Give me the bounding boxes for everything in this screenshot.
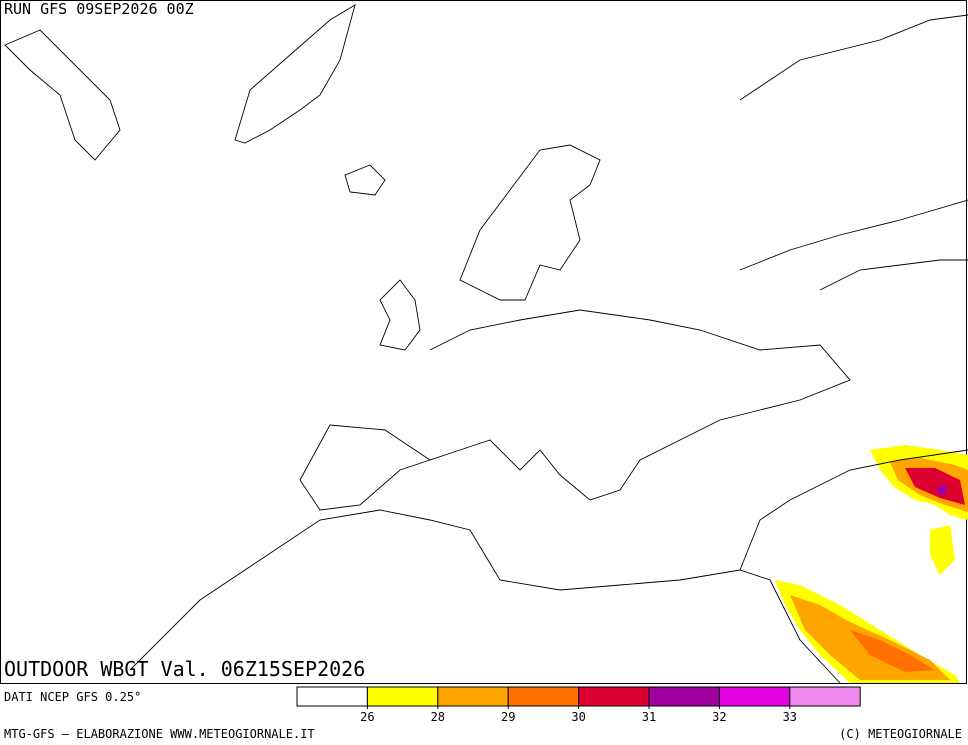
scale-box bbox=[718, 686, 791, 707]
copyright-label: (C) METEOGIORNALE bbox=[839, 727, 962, 741]
color-scale: 26 28 29 30 31 32 33 bbox=[296, 686, 861, 724]
scale-box bbox=[296, 686, 368, 707]
source-label: DATI NCEP GFS 0.25° bbox=[4, 690, 141, 704]
scale-label: 26 bbox=[360, 710, 374, 724]
scale-label: 30 bbox=[571, 710, 585, 724]
scale-box bbox=[366, 686, 439, 707]
map: RUN GFS 09SEP2026 00Z OUTDOOR WBGT Val. … bbox=[0, 0, 968, 684]
scale-box bbox=[578, 686, 650, 707]
scale-label: 32 bbox=[712, 710, 726, 724]
run-label: RUN GFS 09SEP2026 00Z bbox=[4, 0, 194, 18]
scale-label: 28 bbox=[431, 710, 445, 724]
scale-box bbox=[437, 686, 509, 707]
heat-areas bbox=[775, 445, 968, 683]
scale-label: 31 bbox=[642, 710, 656, 724]
scale-box bbox=[507, 686, 580, 707]
credit-label: MTG-GFS — ELABORAZIONE WWW.METEOGIORNALE… bbox=[4, 727, 315, 741]
map-title: OUTDOOR WBGT Val. 06Z15SEP2026 bbox=[4, 657, 365, 681]
scale-label: 29 bbox=[501, 710, 515, 724]
coastlines bbox=[4, 4, 968, 684]
scale-box bbox=[789, 686, 861, 707]
scale-box bbox=[648, 686, 720, 707]
scale-label: 33 bbox=[783, 710, 797, 724]
map-frame bbox=[0, 0, 967, 684]
